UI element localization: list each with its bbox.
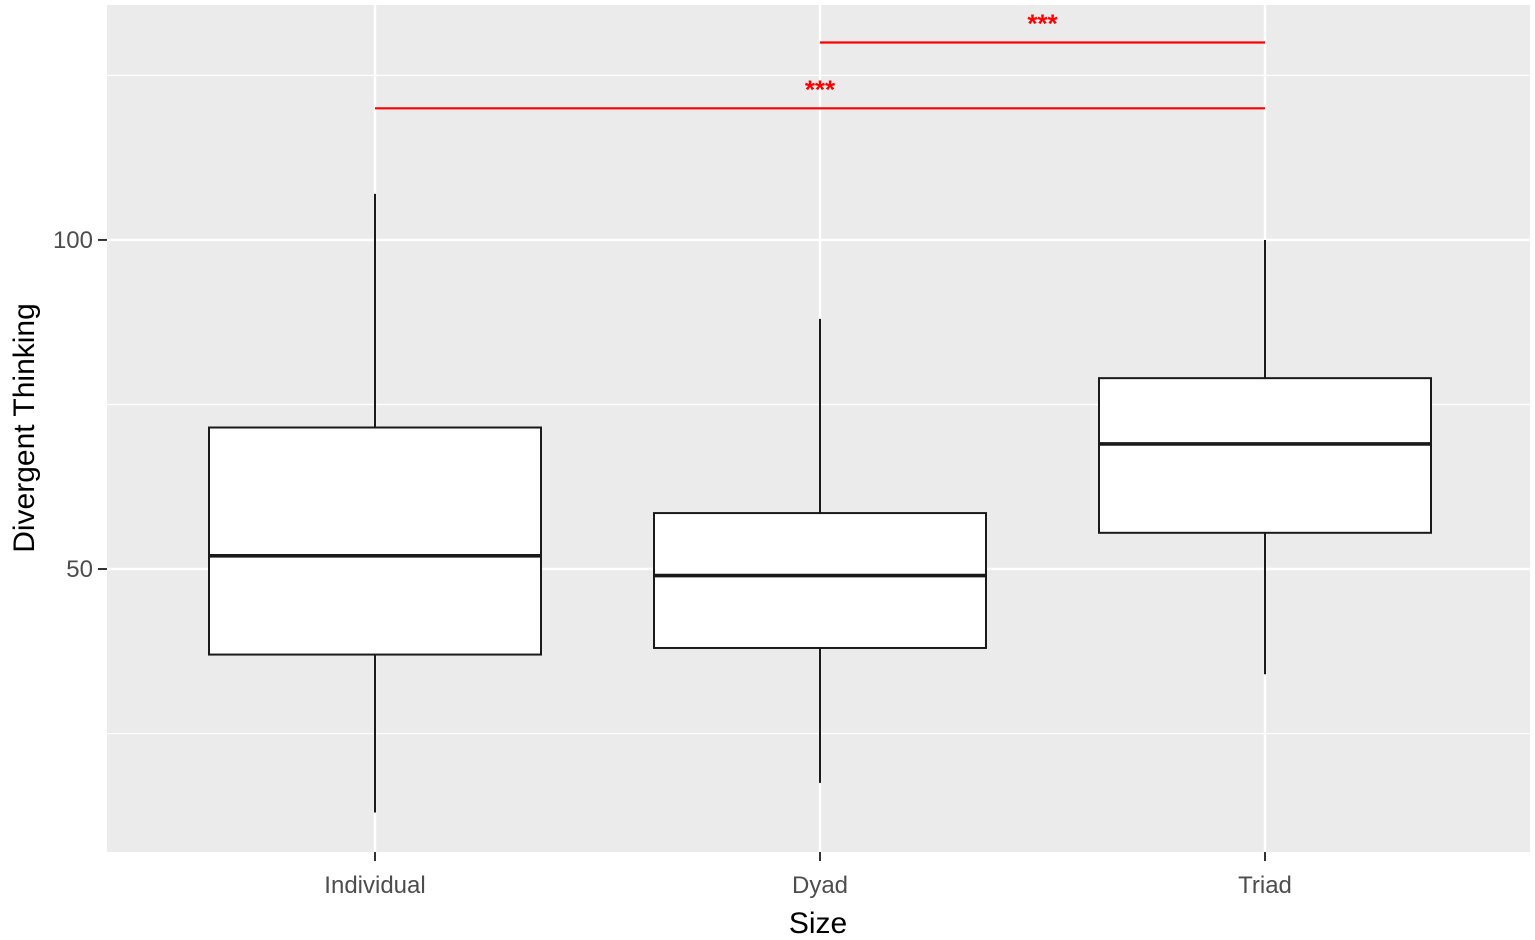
significance-label: *** (1027, 9, 1058, 39)
x-tick-label-2: Triad (1238, 872, 1292, 899)
interquartile-box (208, 426, 542, 656)
significance-label: *** (805, 74, 836, 104)
axes: 50 100 Individual Dyad Triad (53, 227, 1292, 899)
y-tick-label-0: 50 (66, 556, 93, 583)
box-individual (208, 193, 542, 813)
boxes (208, 193, 1432, 813)
interquartile-box (1098, 377, 1432, 534)
box-dyad (653, 318, 987, 783)
significance-individual-triad: *** (375, 74, 1265, 110)
interquartile-box (653, 512, 987, 649)
x-axis-title: Size (789, 907, 847, 940)
x-tick-label-0: Individual (324, 872, 425, 899)
significance-brackets: *** *** (375, 9, 1265, 110)
significance-dyad-triad: *** (820, 9, 1265, 44)
y-axis-title: Divergent Thinking (8, 303, 41, 553)
x-tick-label-1: Dyad (792, 872, 848, 899)
box-triad (1098, 239, 1432, 675)
y-tick-label-1: 100 (53, 227, 93, 254)
